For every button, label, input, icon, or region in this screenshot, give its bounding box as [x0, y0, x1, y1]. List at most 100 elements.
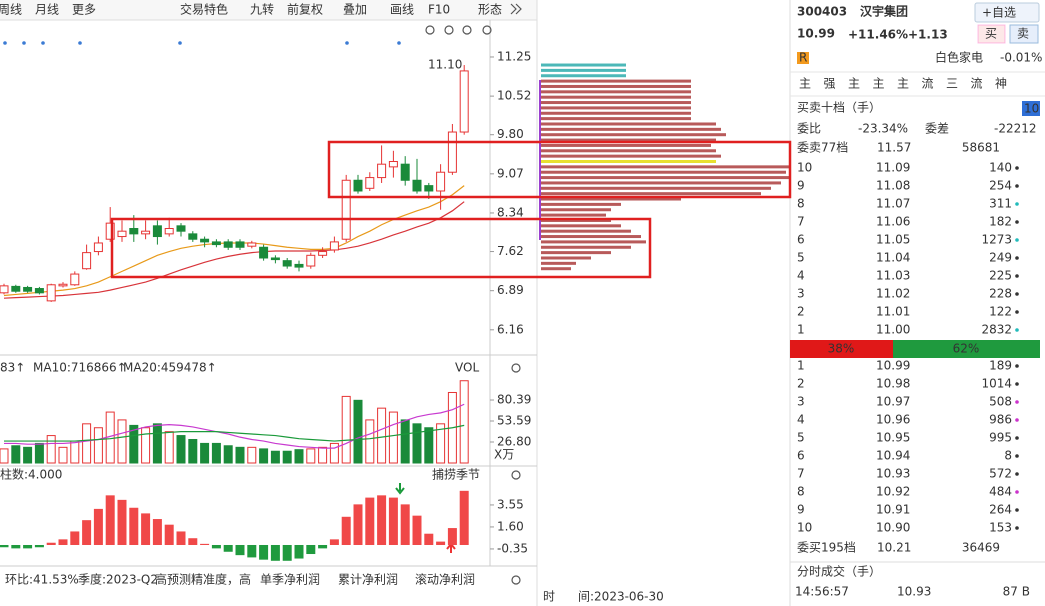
order-volume: 225: [989, 269, 1012, 283]
profile-bar: [541, 106, 691, 110]
profile-bar: [541, 101, 691, 105]
order-price: 11.07: [876, 197, 910, 211]
tab[interactable]: 流: [922, 77, 934, 91]
bottom-tab[interactable]: 滚动净利润: [415, 572, 475, 587]
tab[interactable]: 强: [824, 77, 836, 91]
order-dot: [1015, 508, 1019, 512]
toolbar-item[interactable]: 交易特色: [180, 2, 228, 17]
unit-label: X万: [494, 448, 514, 462]
volume-bar: [247, 446, 257, 464]
indicator-bar: [282, 544, 292, 561]
indicator-bar: [329, 539, 339, 545]
bottom-tab[interactable]: 环比:41.53%: [5, 573, 79, 587]
y-tick-label: 8.34: [497, 205, 524, 219]
toolbar-item[interactable]: F10: [428, 3, 450, 17]
bottom-tab[interactable]: 季度:2023-Q2: [78, 572, 158, 587]
candle-body: [247, 242, 257, 247]
tab[interactable]: 主: [848, 77, 860, 91]
toolbar-item[interactable]: 月线: [35, 3, 59, 17]
y-tick-label: 80.39: [497, 393, 531, 407]
order-price: 10.90: [876, 521, 910, 535]
trade-time: 14:56:57: [795, 585, 849, 599]
volume-bar: [93, 427, 103, 464]
toolbar-item[interactable]: 周线: [0, 3, 22, 17]
order-price: 11.08: [876, 179, 910, 193]
y-tick-label: 3.55: [497, 497, 524, 511]
watch-button[interactable]: [974, 2, 1040, 23]
level: 1: [797, 359, 805, 373]
order-price: 10.97: [876, 395, 910, 409]
sell-label[interactable]: 卖: [1017, 27, 1029, 41]
buy-button[interactable]: [977, 24, 1006, 44]
stock-name: 汉宇集团: [860, 4, 908, 19]
tab[interactable]: 三: [946, 77, 958, 91]
indicator-bar: [388, 497, 398, 545]
indicator-bar: [11, 544, 21, 549]
volume-bar: [388, 411, 398, 464]
volume-bar: [365, 419, 375, 464]
badge-bg: [797, 52, 809, 64]
toolbar-item[interactable]: 九转: [250, 2, 274, 17]
profile-bar: [541, 261, 576, 265]
ma-line: [3, 185, 465, 297]
diff: -22212: [994, 122, 1037, 136]
time-label: 间:2023-06-30: [578, 590, 664, 604]
order-volume: 264: [989, 503, 1012, 517]
order-dot: [1015, 490, 1019, 494]
watch-label[interactable]: +自选: [982, 6, 1016, 20]
level: 2: [797, 305, 805, 319]
buy-label[interactable]: 买: [985, 27, 997, 41]
order-price: 10.98: [876, 377, 910, 391]
toolbar-item[interactable]: 形态: [478, 3, 502, 17]
order-volume: 995: [989, 431, 1012, 445]
level: 10: [797, 161, 812, 175]
volume-bar: [329, 442, 339, 464]
high-label: 11.10: [428, 58, 462, 72]
toolbar-item[interactable]: 叠加: [343, 3, 367, 17]
bottom-tab[interactable]: 累计净利润: [338, 573, 398, 587]
tab[interactable]: 主: [799, 77, 811, 91]
total-volume: 58681: [962, 141, 1000, 155]
indicator-bar: [70, 531, 80, 545]
level: 10: [797, 521, 812, 535]
trades-title: 分时成交（手）: [797, 564, 881, 579]
candle-body: [11, 285, 21, 292]
sell-button[interactable]: [1009, 24, 1039, 44]
chart-icons[interactable]: [425, 3, 522, 585]
volume-bar: [141, 427, 151, 464]
volume-bar: [412, 423, 422, 464]
indicator-bar: [82, 520, 92, 545]
order-volume: 1014: [981, 377, 1012, 391]
toolbar-item[interactable]: 更多: [72, 3, 96, 17]
volume-bar: [34, 442, 44, 464]
order-dot: [1015, 220, 1019, 224]
sector-change: -0.01%: [1000, 51, 1042, 65]
volume-bar: [23, 446, 33, 464]
toolbar-item[interactable]: 画线: [390, 3, 414, 17]
candle-body: [388, 161, 398, 168]
profile-bar: [541, 165, 791, 169]
order-price: 10.92: [876, 485, 910, 499]
tab[interactable]: 神: [995, 77, 1007, 91]
tab[interactable]: 主: [897, 77, 909, 91]
candle-body: [424, 185, 434, 192]
volume-bar: [282, 450, 292, 464]
volume-bar: [129, 424, 139, 464]
bottom-tab[interactable]: 高预测精准度，高: [155, 572, 251, 587]
volume-bar: [306, 448, 316, 464]
tab[interactable]: 主: [873, 77, 885, 91]
order-price: 11.01: [876, 305, 910, 319]
volume-bar: [259, 448, 269, 464]
indicator-bar: [34, 544, 44, 548]
toolbar-item[interactable]: 前复权: [287, 2, 323, 17]
candle-body: [129, 228, 139, 235]
change-pct: +11.46%: [848, 28, 908, 42]
order-price: 11.04: [876, 251, 910, 265]
tab[interactable]: 流: [971, 77, 983, 91]
order-volume: 508: [989, 395, 1012, 409]
level: 5: [797, 251, 805, 265]
bottom-tab[interactable]: 单季净利润: [260, 573, 320, 587]
